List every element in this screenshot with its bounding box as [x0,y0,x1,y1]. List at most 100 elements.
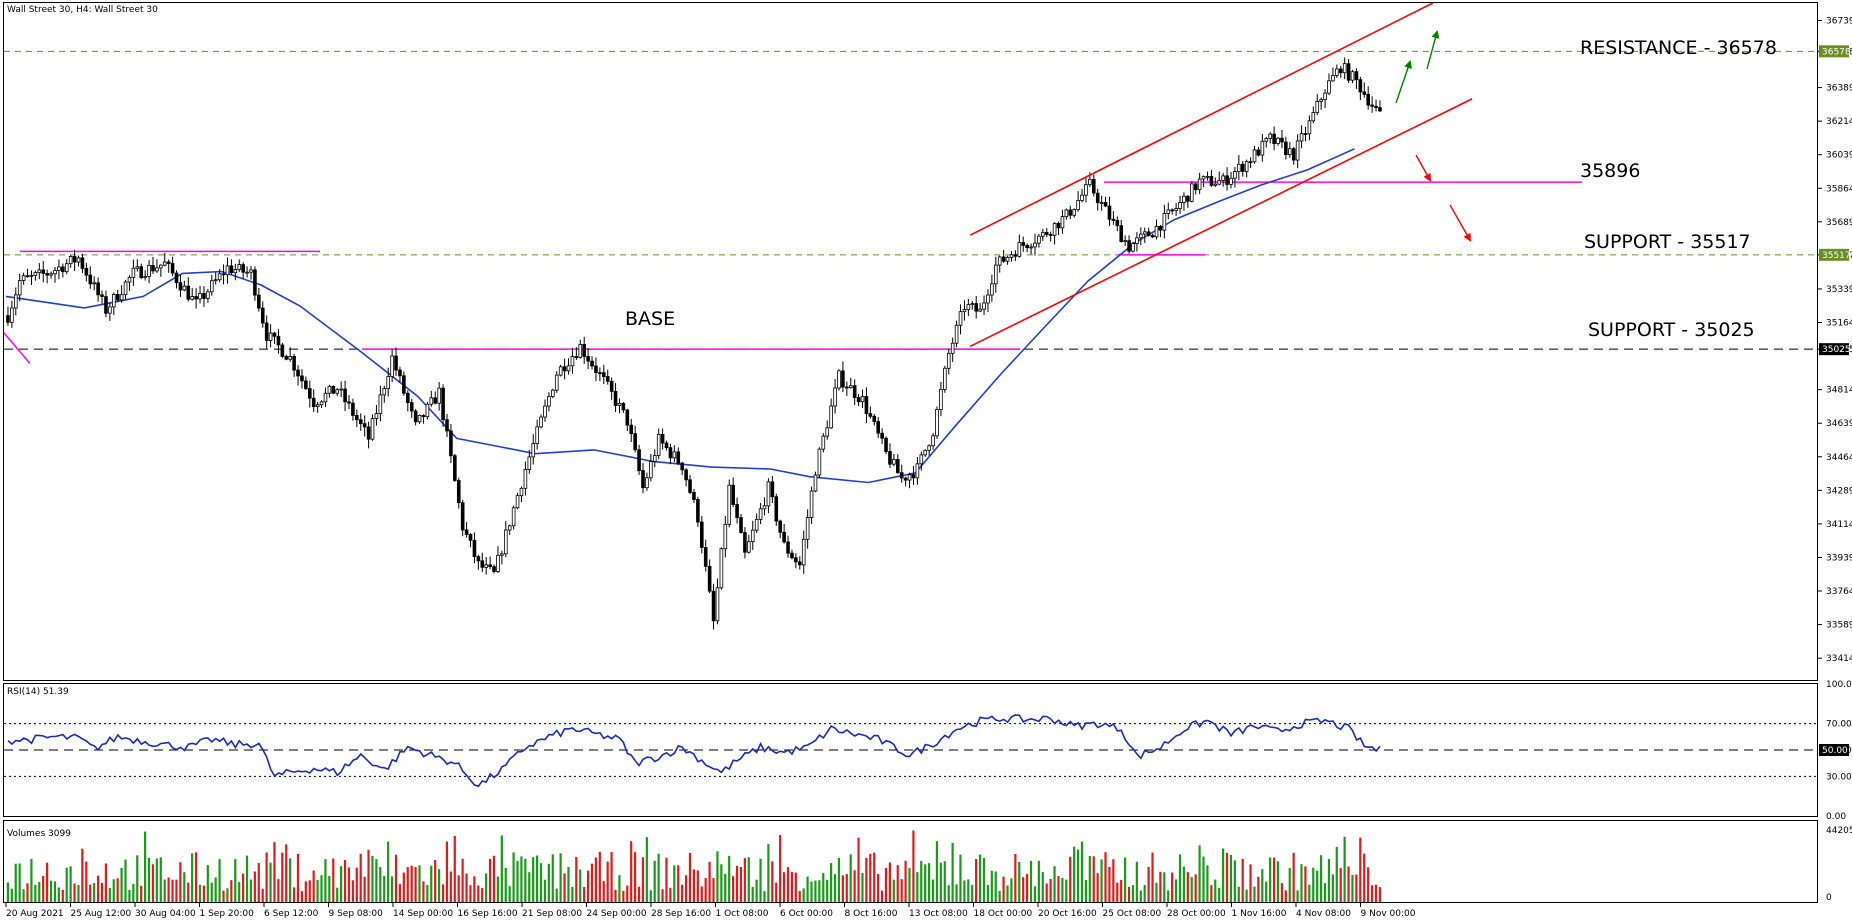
volume-bar [1069,856,1072,902]
volume-bar [857,837,860,902]
candle [413,409,418,426]
volume-bar [1300,864,1303,902]
candle-body [29,274,34,277]
volume-bar [798,890,801,902]
volume-bar [1245,889,1248,902]
candle-body [1197,178,1202,191]
candle-body [1037,235,1041,244]
candle [719,547,724,590]
candle-body [1338,68,1343,74]
candle [735,497,739,524]
annotation-lines [3,50,1818,365]
volume-bar [49,880,53,902]
candle [1225,167,1229,191]
annotation-label-2: SUPPORT - 35517 [1584,231,1751,253]
candle-body [170,263,175,274]
candle-body [692,491,696,500]
candle [311,389,316,412]
candle-body [1068,209,1073,216]
volume-bar [1284,890,1287,902]
candle-body [49,273,53,276]
volume-bar [704,878,707,902]
candle-body [1166,209,1171,214]
candle-body [558,366,563,376]
candle [1111,211,1116,225]
candle [672,445,677,463]
candle-body [1162,213,1167,231]
candle-body [1135,237,1139,245]
price-tick-label: 34814 [1826,386,1852,396]
volume-bar [367,849,370,902]
candle-body [159,264,163,269]
candle [1025,243,1029,253]
annotation-label-3: SUPPORT - 35025 [1588,319,1755,341]
candle-body [943,367,947,390]
candle-body [96,282,100,296]
candle-body [1150,235,1155,238]
candle-body [1280,137,1284,143]
volume-bar [261,888,264,902]
volume-bar [230,880,233,902]
volume-bar [743,858,746,902]
candle-body [660,433,665,444]
candle [986,289,990,312]
candle-body [292,355,296,371]
candle-body [166,261,171,264]
candle [327,384,332,398]
candle [739,513,743,534]
volume-bar [841,875,844,902]
price-tick-label: 34289 [1826,486,1852,496]
candle [829,398,833,429]
candle-body [1374,105,1378,108]
volume-bar [739,866,743,902]
candle-body [355,415,359,421]
candle-body [143,276,147,278]
volume-bar [516,860,519,902]
volume-bar [594,857,597,902]
volume-bar [1073,846,1076,902]
volume-bar [14,863,17,902]
volume-bar [520,856,523,902]
volume-bar [700,886,703,902]
candle [688,474,692,495]
volume-bar [720,864,723,902]
candle-body [139,266,144,278]
candle [1295,134,1300,169]
candle-body [468,534,473,541]
volume-bar [104,863,107,902]
volume-bar [1088,855,1091,902]
candle [837,369,841,391]
candle [358,413,363,431]
candle [351,398,355,421]
time-tick-label: 21 Sep 08:00 [522,909,582,919]
candle-body [1064,209,1069,218]
volume-bar [120,867,123,902]
volume-bar [340,866,343,902]
candle-body [162,261,167,266]
candle-body [649,461,653,479]
candle [633,425,637,453]
candle-body [770,481,775,498]
candle-body [903,477,908,481]
candle [1378,100,1382,112]
volume-bar [681,884,684,902]
candle [543,399,547,422]
candle-body [833,387,837,407]
price-tick-label: 33589 [1826,621,1852,631]
candle [664,440,669,451]
volume-bar [645,837,648,902]
candle [1217,171,1222,186]
volume-bar [1347,866,1350,902]
candle-body [319,401,324,406]
candle-body [664,442,669,449]
candle-body [582,343,586,357]
candle-body [523,469,528,489]
candle [754,513,759,534]
candle-body [602,372,606,377]
volume-bar [1265,881,1268,902]
volume-label: Volumes 3099 [7,829,71,839]
time-tick-label: 20 Oct 16:00 [1038,909,1097,919]
time-tick-label: 16 Sep 16:00 [458,909,518,919]
volume-bar [1029,860,1033,902]
